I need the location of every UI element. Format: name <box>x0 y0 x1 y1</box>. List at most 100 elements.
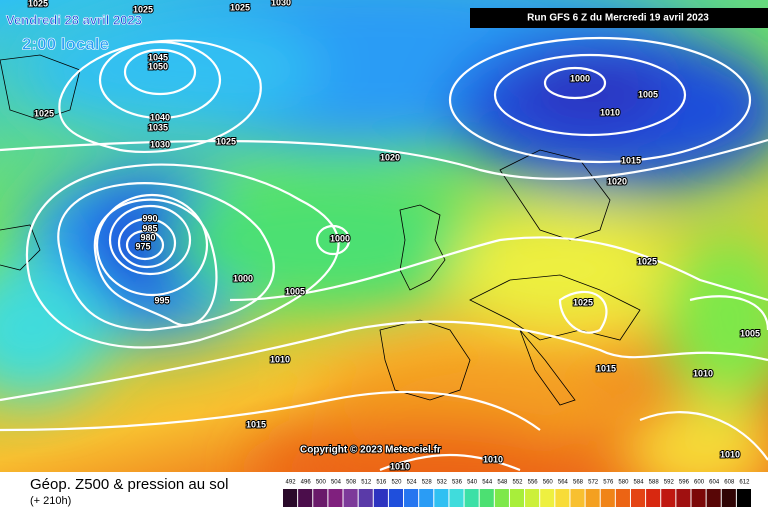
scale-swatch <box>404 489 419 507</box>
scale-label: 576 <box>603 480 614 486</box>
scale-swatch <box>343 489 358 507</box>
scale-swatch <box>494 489 509 507</box>
isobar-label: 1010 <box>270 354 290 364</box>
scale-swatch <box>706 489 721 507</box>
isobar-label: 1025 <box>34 108 54 118</box>
isobars <box>0 36 768 472</box>
scale-label: 500 <box>316 480 327 486</box>
isobar-label: 1015 <box>596 363 616 373</box>
scale-label: 608 <box>724 480 735 486</box>
scale-swatch <box>328 489 343 507</box>
isobar-label: 1010 <box>720 449 740 459</box>
isobar-label: 1000 <box>233 273 253 283</box>
scale-swatch <box>721 489 736 507</box>
scale-label: 568 <box>573 480 584 486</box>
scale-label: 524 <box>407 480 418 486</box>
scale-label: 584 <box>634 480 645 486</box>
isobar-label: 1010 <box>600 107 620 117</box>
scale-label: 548 <box>497 480 508 486</box>
scale-label: 564 <box>558 480 569 486</box>
scale-label: 528 <box>422 480 433 486</box>
scale-label: 492 <box>286 480 297 486</box>
isobar-label: 1015 <box>246 419 266 429</box>
isobar-label: 1010 <box>390 461 410 471</box>
scale-swatch <box>479 489 494 507</box>
isobar-label: 975 <box>135 241 150 251</box>
scale-label: 592 <box>664 480 675 486</box>
isobar-label: 1015 <box>621 155 641 165</box>
isobar-label: 995 <box>154 295 169 305</box>
color-scale: 492 496 500 504 508 512 516 520 524 528 532 536 540 5… <box>283 480 751 507</box>
isobar-label: 1045 <box>148 52 168 62</box>
scale-swatch <box>373 489 388 507</box>
scale-label: 508 <box>346 480 357 486</box>
scale-label: 556 <box>528 480 539 486</box>
isobar-label: 1025 <box>573 297 593 307</box>
scale-label: 536 <box>452 480 463 486</box>
scale-swatch <box>540 489 555 507</box>
isobar-label: 1030 <box>150 139 170 149</box>
scale-swatch <box>600 489 615 507</box>
scale-swatch <box>464 489 479 507</box>
isobar-label: 1005 <box>740 328 760 338</box>
isobar-label: 1020 <box>380 152 400 162</box>
run-box <box>470 8 768 28</box>
scale-swatch <box>298 489 313 507</box>
scale-label: 612 <box>739 480 750 486</box>
scale-swatch <box>570 489 585 507</box>
scale-swatch <box>283 489 298 507</box>
scale-label: 588 <box>649 480 660 486</box>
isobar-label: 1050 <box>148 61 168 71</box>
scale-swatch <box>661 489 676 507</box>
isobar-label: 1010 <box>483 454 503 464</box>
scale-label: 596 <box>679 480 690 486</box>
scale-swatch <box>388 489 404 507</box>
scale-swatch <box>676 489 691 507</box>
scale-swatch <box>509 489 525 507</box>
scale-swatch <box>419 489 434 507</box>
isobar-label: 1010 <box>693 368 713 378</box>
scale-label: 516 <box>376 480 387 486</box>
scale-label: 560 <box>543 480 554 486</box>
isobar-label: 1000 <box>330 233 350 243</box>
scale-swatch <box>691 489 706 507</box>
scale-swatch <box>449 489 464 507</box>
scale-label: 604 <box>709 480 720 486</box>
isobar-label: 1035 <box>148 122 168 132</box>
scale-label: 600 <box>694 480 705 486</box>
scale-swatch <box>555 489 570 507</box>
scale-swatch <box>525 489 540 507</box>
copyright: Copyright © 2023 Meteociel.fr <box>300 445 441 456</box>
scale-label: 512 <box>361 480 372 486</box>
scale-label: 520 <box>391 480 402 486</box>
isobar-label: 1040 <box>150 112 170 122</box>
scale-swatch <box>434 489 449 507</box>
isobar-label: 1030 <box>271 0 291 7</box>
scale-label: 544 <box>482 480 493 486</box>
scale-swatch <box>736 489 751 507</box>
footer-title: Géop. Z500 & pression au sol <box>30 476 228 493</box>
coastlines <box>0 54 641 406</box>
run-info: Run GFS 6 Z du Mercredi 19 avril 2023 <box>527 13 709 24</box>
scale-swatch <box>630 489 646 507</box>
scale-label: 532 <box>437 480 448 486</box>
scale-swatch <box>358 489 373 507</box>
scale-swatch <box>615 489 630 507</box>
scale-label: 504 <box>331 480 342 486</box>
scale-swatch <box>646 489 661 507</box>
scale-swatch <box>585 489 600 507</box>
isobar-label: 980 <box>140 232 155 242</box>
scale-swatch <box>313 489 328 507</box>
isobar-label: 990 <box>142 213 157 223</box>
isobar-label: 1025 <box>230 2 250 12</box>
isobar-label: 1025 <box>216 136 236 146</box>
footer-lead: (+ 210h) <box>30 495 71 507</box>
scale-label: 496 <box>301 480 312 486</box>
isobar-label: 1005 <box>638 89 658 99</box>
isobar-label: 1020 <box>607 176 627 186</box>
isobar-label: 1025 <box>133 4 153 14</box>
isobar-label: 985 <box>142 223 157 233</box>
scale-label: 580 <box>618 480 629 486</box>
